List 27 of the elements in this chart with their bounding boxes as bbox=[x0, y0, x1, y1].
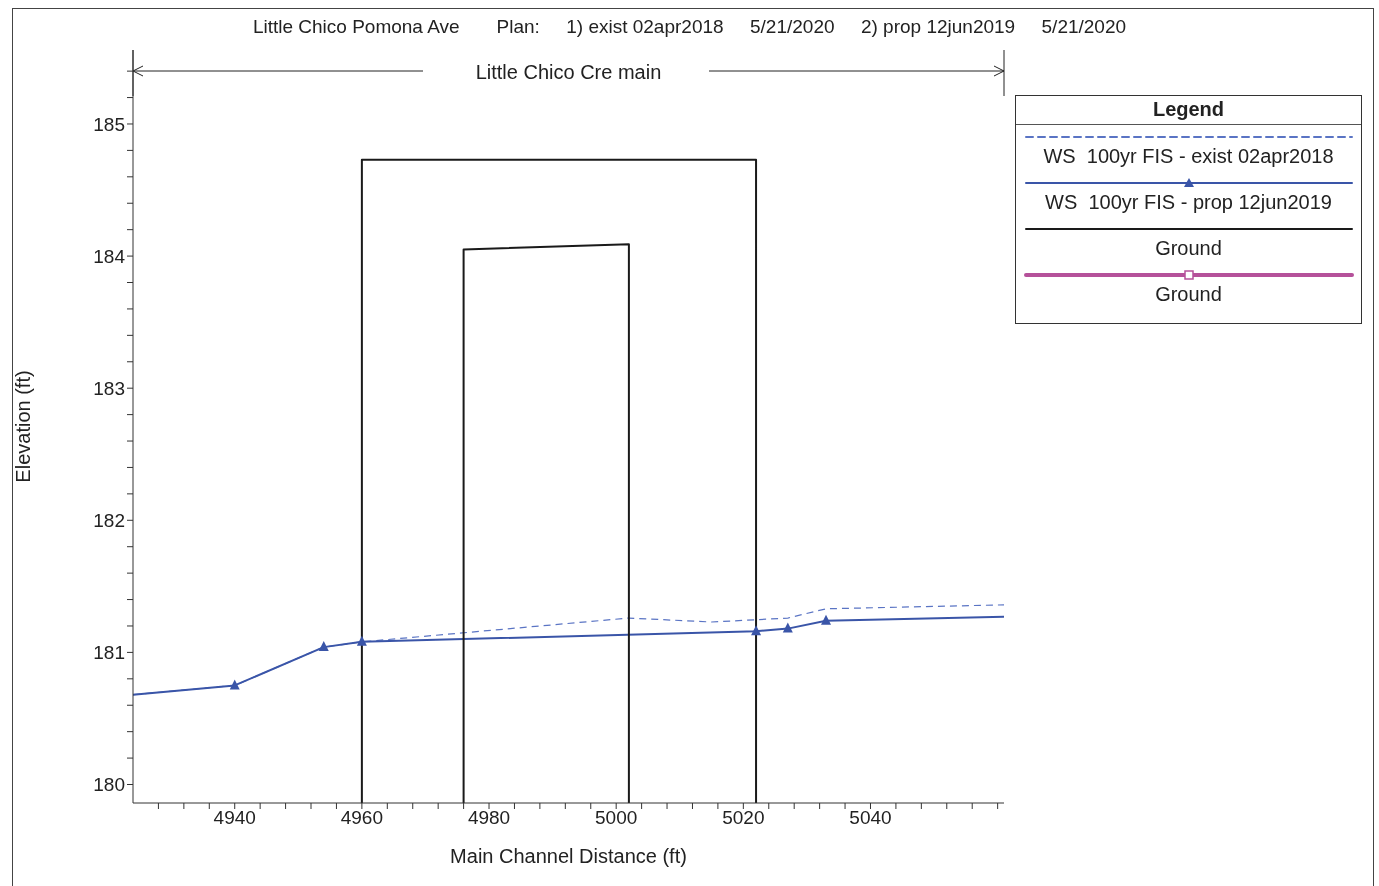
point bbox=[820, 614, 831, 625]
legend-label: WS 100yr FIS - prop 12jun2019 bbox=[1044, 190, 1333, 215]
text: Ground bbox=[1154, 236, 1223, 261]
y-tick-label: 182 bbox=[93, 510, 125, 532]
x-tick-label: 4980 bbox=[467, 807, 511, 829]
y-tick-label: 181 bbox=[93, 642, 125, 664]
x-tick-label: 5020 bbox=[722, 807, 765, 829]
point bbox=[751, 625, 762, 636]
text: WS 100yr FIS - exist 02apr2018 bbox=[1042, 144, 1335, 169]
x-axis-title: Main Channel Distance (ft) bbox=[450, 845, 687, 867]
point bbox=[782, 622, 793, 633]
x-tick-label: 4960 bbox=[340, 807, 384, 829]
legend-title: Legend bbox=[1016, 96, 1361, 125]
text: Little Chico Cre main bbox=[474, 61, 663, 84]
x-tick-label: 5000 bbox=[595, 807, 638, 829]
point bbox=[318, 641, 329, 652]
point bbox=[356, 635, 367, 646]
y-axis-title: Elevation (ft) bbox=[12, 370, 35, 483]
y-tick-label: 185 bbox=[93, 113, 125, 135]
y-tick-label: 183 bbox=[93, 377, 125, 399]
x-tick-label: 4940 bbox=[213, 807, 256, 829]
y-tick-label: 184 bbox=[93, 245, 126, 267]
y-tick-label: 180 bbox=[93, 774, 125, 796]
chart-title: Little Chico Pomona Ave Plan: 1) exist 02apr2018 5/21/2020 2) prop 12jun2019 5/21/2020 bbox=[251, 16, 1128, 38]
legend-label: Ground bbox=[1154, 282, 1223, 307]
x-tick-label: 5040 bbox=[849, 807, 892, 829]
point bbox=[229, 679, 240, 690]
